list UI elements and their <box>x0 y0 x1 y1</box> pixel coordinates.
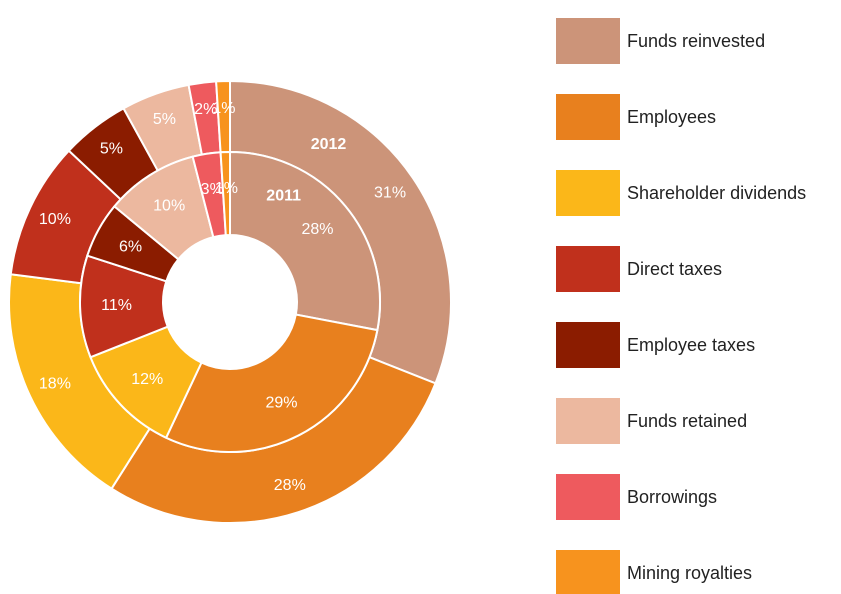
legend-label: Mining royalties <box>627 563 752 583</box>
data-label: 5% <box>153 111 176 128</box>
data-label: 10% <box>39 211 71 228</box>
donut-segment <box>164 313 379 453</box>
data-label: 3% <box>201 181 224 198</box>
legend-label: Direct taxes <box>627 259 722 279</box>
legend-label: Employees <box>627 107 716 127</box>
legend-swatch <box>556 18 620 64</box>
data-label: 29% <box>266 394 298 411</box>
data-label: 2% <box>194 101 217 118</box>
series-label: 2011 <box>266 188 301 205</box>
data-label: 12% <box>131 371 163 388</box>
donut-segment <box>229 150 381 332</box>
legend-swatch <box>556 474 620 520</box>
legend-swatch <box>556 550 620 594</box>
data-label: 5% <box>100 140 123 157</box>
legend-swatch <box>556 398 620 444</box>
data-label: 31% <box>374 184 406 201</box>
data-label: 28% <box>301 221 333 238</box>
legend-swatch <box>556 246 620 292</box>
legend-swatch <box>556 322 620 368</box>
legend-label: Employee taxes <box>627 335 755 355</box>
donut-segment <box>219 150 231 237</box>
legend-label: Funds retained <box>627 411 747 431</box>
legend-swatch <box>556 94 620 140</box>
data-label: 18% <box>39 376 71 393</box>
legend-swatch <box>556 170 620 216</box>
legend-label: Shareholder dividends <box>627 183 806 203</box>
legend-label: Borrowings <box>627 487 717 507</box>
data-label: 10% <box>153 197 185 214</box>
data-label: 1% <box>215 180 238 197</box>
data-label: 6% <box>119 239 142 256</box>
data-label: 28% <box>274 477 306 494</box>
series-label: 2012 <box>311 136 347 153</box>
legend-label: Funds reinvested <box>627 31 765 51</box>
data-label: 1% <box>212 100 235 117</box>
data-label: 11% <box>101 297 132 314</box>
